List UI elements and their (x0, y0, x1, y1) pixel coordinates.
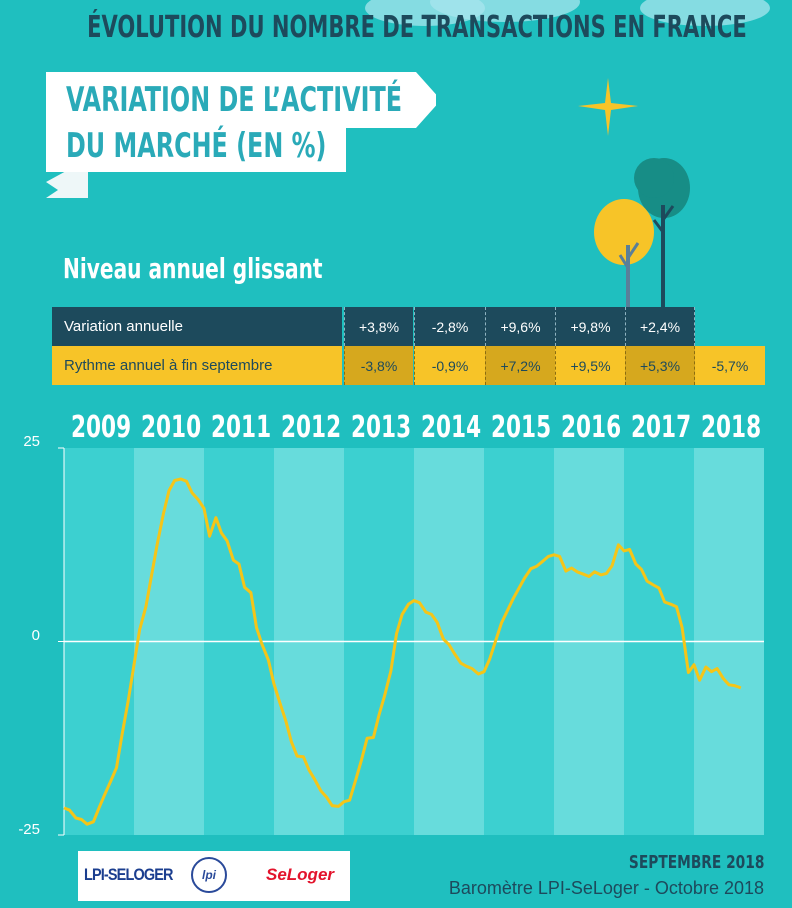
cloud-decoration (430, 0, 580, 22)
year-label: 2011 (211, 410, 272, 445)
subtitle-banner: VARIATION DE L’ACTIVITÉ DU MARCHÉ (EN %) (46, 72, 436, 200)
main-title: ÉVOLUTION DU NOMBRE DE TRANSACTIONS EN F… (87, 10, 747, 45)
footer-date: SEPTEMBRE 2018 (628, 852, 764, 873)
year-label: 2013 (351, 410, 412, 445)
table-cell: -3,8% (344, 346, 413, 385)
table-cell: +9,5% (555, 346, 625, 385)
lpi-seloger-logo: LPI-SELOGER (84, 865, 173, 884)
year-label: 2015 (491, 410, 552, 445)
table-row-annual-rhythm: Rythme annuel à fin septembre -3,8% -0,9… (52, 346, 765, 385)
lpi-logo: lpi (191, 857, 227, 893)
y-tick-label: 0 (31, 627, 40, 644)
year-label: 2018 (701, 410, 762, 445)
y-tick-label: 25 (23, 433, 40, 450)
year-label: 2014 (421, 410, 482, 445)
y-tick-label: -25 (18, 821, 40, 838)
table-cell: +3,8% (344, 307, 413, 346)
table-row-annual-variation: Variation annuelle +3,8% -2,8% +9,6% +9,… (52, 307, 695, 346)
table-cell: -2,8% (414, 307, 485, 346)
series-line (63, 477, 742, 826)
logos-box: LPI-SELOGER lpi SeLoger (78, 851, 350, 901)
year-label: 2009 (71, 410, 132, 445)
row-label: Rythme annuel à fin septembre (52, 346, 342, 385)
section-title: Niveau annuel glissant (63, 252, 323, 285)
year-label: 2017 (631, 410, 692, 445)
subtitle-line-1: VARIATION DE L’ACTIVITÉ (66, 80, 403, 120)
table-cell: +7,2% (485, 346, 555, 385)
seloger-logo: SeLoger (266, 865, 335, 884)
star-icon (578, 78, 638, 136)
lpi-logo-text: lpi (202, 868, 216, 882)
year-label: 2012 (281, 410, 342, 445)
table-cell: +5,3% (625, 346, 695, 385)
footer-source: Baromètre LPI-SeLoger - Octobre 2018 (448, 878, 764, 898)
row-label: Variation annuelle (52, 307, 342, 346)
table-cell: -5,7% (695, 346, 765, 385)
year-label: 2016 (561, 410, 622, 445)
table-cell: -0,9% (414, 346, 485, 385)
subtitle-line-2: DU MARCHÉ (EN %) (66, 126, 327, 166)
year-labels: 2009 2010 2011 2012 2013 2014 2015 2016 2017 2018 (0, 410, 792, 446)
table-cell: +9,6% (485, 307, 555, 346)
summary-table: Variation annuelle +3,8% -2,8% +9,6% +9,… (52, 307, 765, 385)
line-chart (0, 440, 792, 850)
table-cell: +2,4% (625, 307, 695, 346)
table-cell: +9,8% (555, 307, 625, 346)
year-label: 2010 (141, 410, 202, 445)
trees-illustration (594, 158, 690, 312)
